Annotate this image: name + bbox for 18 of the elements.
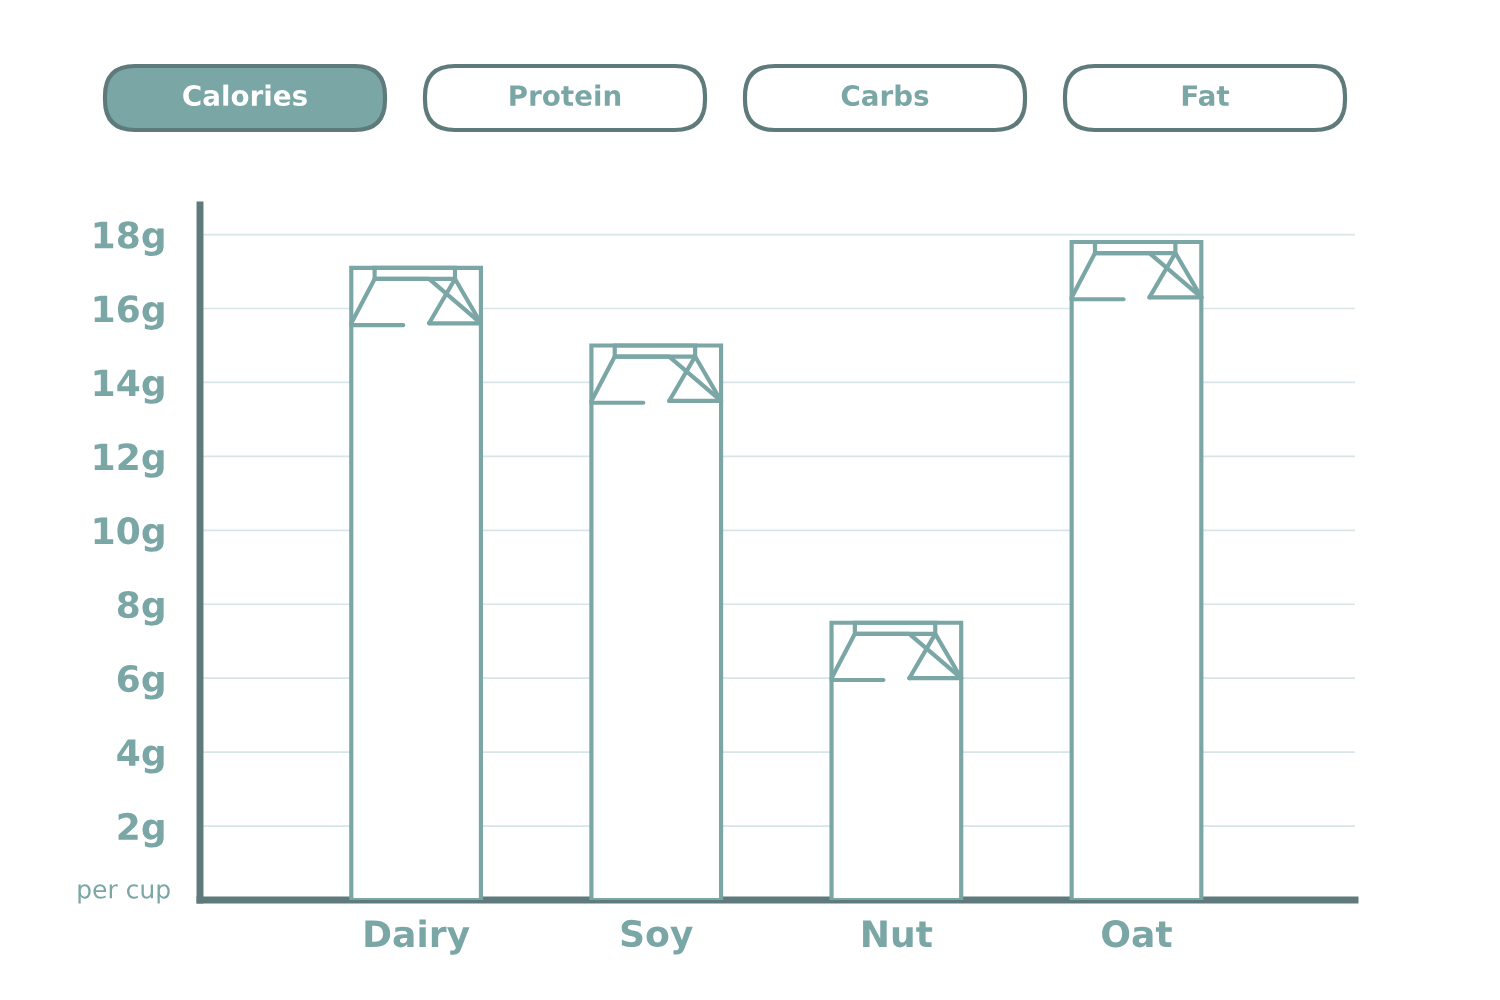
y-tick-label: 16g — [94, 295, 164, 330]
y-tick-label: 14g — [94, 369, 164, 404]
text: Carbs — [841, 84, 929, 107]
text: Protein — [510, 84, 621, 107]
x-tick-label: Soy — [621, 919, 693, 955]
y-tick-label: 4g — [117, 739, 164, 774]
y-tick-label: 18g — [94, 221, 164, 256]
y-axis-title: per cup — [78, 884, 170, 904]
x-tick-label: Dairy — [365, 919, 470, 955]
x-tick-label: Oat — [1102, 920, 1172, 948]
y-tick-label: 2g — [118, 812, 164, 848]
y-tick-label: 6g — [117, 665, 164, 700]
y-tick-label: 10g — [94, 517, 164, 552]
y-tick-label: 8g — [117, 591, 164, 626]
y-tick-label: 12g — [94, 443, 164, 478]
x-tick-label: Nut — [863, 920, 933, 948]
text: Fat — [1182, 85, 1230, 107]
text: Calories — [183, 84, 307, 107]
